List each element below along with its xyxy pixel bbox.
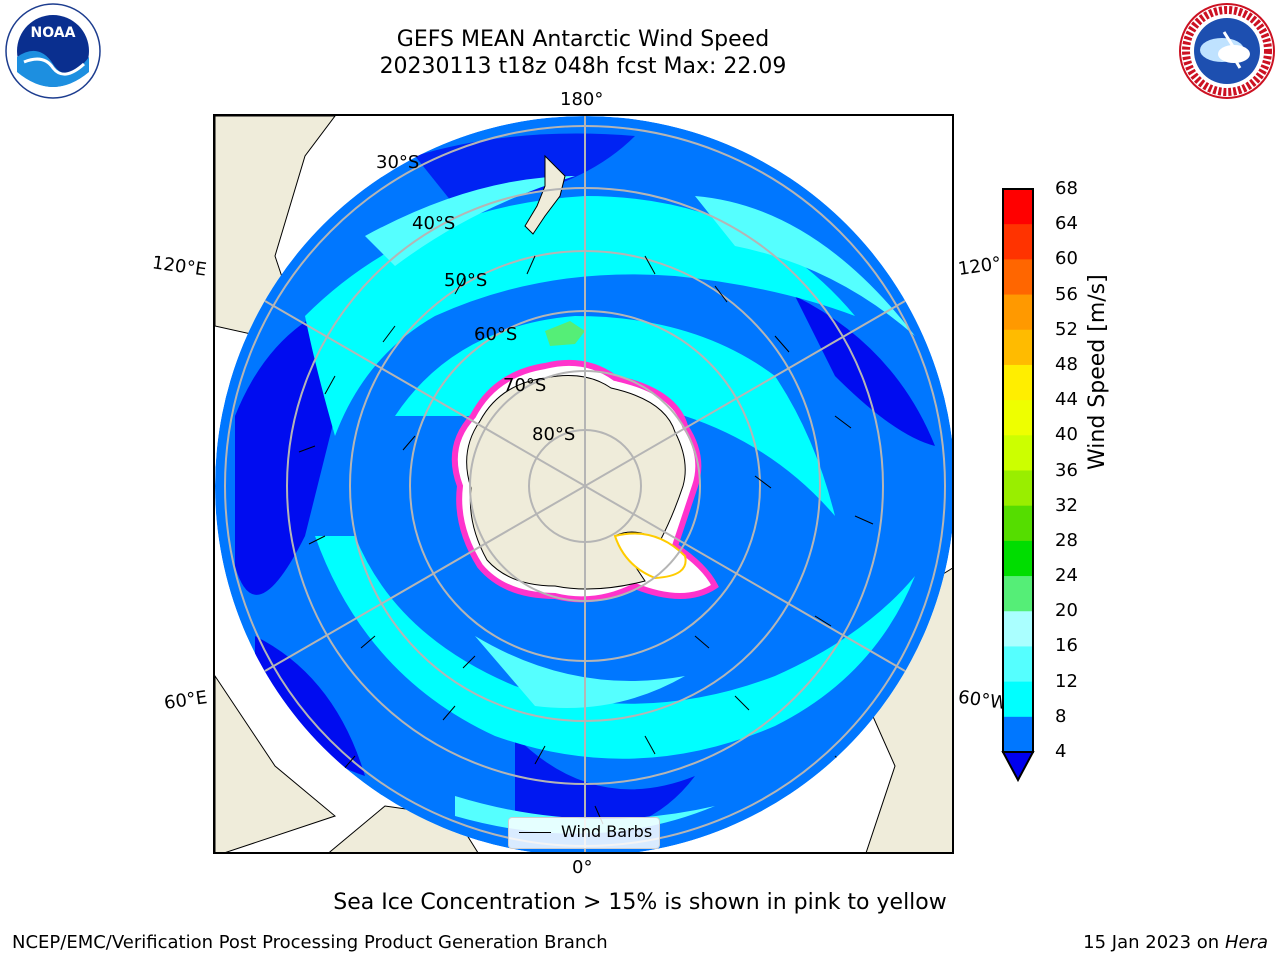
footer-date: 15 Jan 2023 on Hera	[1083, 932, 1268, 953]
colorbar-segment	[1003, 681, 1033, 718]
africa-landmass	[215, 675, 337, 852]
colorbar-segment	[1003, 364, 1033, 401]
colorbar-segment	[1003, 435, 1033, 471]
nws-logo	[1178, 2, 1276, 100]
map-subtitle: 20230113 t18z 048h fcst Max: 22.09	[379, 54, 787, 79]
colorbar-segment	[1003, 259, 1033, 296]
colorbar-segment	[1003, 576, 1033, 612]
colorbar-tick-label: 64	[1055, 213, 1078, 235]
colorbar-tick-label: 44	[1055, 389, 1078, 411]
colorbar-tick-label: 36	[1055, 459, 1078, 481]
wind-barbs	[298, 255, 874, 825]
lat-label-50s: 50°S	[444, 270, 488, 291]
colorbar-segment	[1003, 716, 1033, 753]
colorbar-tick-label: 52	[1055, 318, 1078, 340]
colorbar-tick-label: 8	[1055, 705, 1067, 727]
colorbar-segment	[1003, 294, 1033, 331]
australia-landmass	[215, 116, 336, 347]
footer-date-text: 15 Jan 2023 on	[1083, 932, 1220, 953]
lon-label-0: 0°	[572, 857, 593, 878]
colorbar-tick-label: 48	[1055, 353, 1078, 375]
sea-ice-note: Sea Ice Concentration > 15% is shown in …	[333, 890, 947, 915]
lat-label-30s: 30°S	[376, 152, 420, 173]
colorbar-tick-label: 12	[1055, 670, 1078, 692]
lon-label-180: 180°	[560, 89, 604, 110]
legend-label: Wind Barbs	[561, 822, 653, 841]
polar-stereographic-map	[213, 114, 954, 854]
colorbar-tick-label: 68	[1055, 178, 1078, 199]
colorbar-tick-label: 40	[1055, 424, 1078, 446]
colorbar	[1001, 188, 1035, 783]
colorbar-segment	[1003, 189, 1033, 225]
footer-host: Hera	[1224, 932, 1268, 953]
colorbar-segment	[1003, 646, 1033, 683]
colorbar-tick-label: 28	[1055, 529, 1078, 551]
lat-label-70s: 70°S	[503, 375, 547, 396]
colorbar-segment	[1003, 400, 1033, 436]
map-canvas	[215, 116, 952, 852]
lat-label-60s: 60°S	[474, 324, 518, 345]
noaa-logo-text: NOAA	[31, 25, 76, 41]
legend-line-icon	[519, 832, 551, 833]
footer-credit: NCEP/EMC/Verification Post Processing Pr…	[12, 932, 608, 953]
wind-barbs-legend: Wind Barbs	[508, 817, 660, 849]
lon-label-60e: 60°E	[162, 687, 209, 714]
colorbar-segment	[1003, 611, 1033, 647]
new-zealand-landmass	[524, 154, 566, 235]
colorbar-tick-label: 20	[1055, 600, 1078, 622]
colorbar-segment	[1003, 505, 1033, 542]
colorbar-tick-label: 60	[1055, 248, 1078, 270]
colorbar-segment	[1003, 329, 1033, 366]
colorbar-label: Wind Speed [m/s]	[1085, 274, 1110, 470]
lon-label-120w: 120°	[956, 253, 1003, 280]
colorbar-tick-label: 24	[1055, 565, 1078, 587]
noaa-logo: NOAA	[4, 2, 102, 100]
colorbar-segment	[1003, 540, 1033, 577]
map-title: GEFS MEAN Antarctic Wind Speed	[396, 27, 770, 52]
colorbar-tick-label: 56	[1055, 283, 1078, 305]
lat-label-40s: 40°S	[412, 213, 456, 234]
colorbar-extend-arrow	[1001, 751, 1035, 783]
colorbar-tick-label: 16	[1055, 635, 1078, 657]
colorbar-tick-label: 4	[1055, 741, 1067, 762]
antarctica-landmass	[466, 375, 686, 590]
colorbar-segment	[1003, 224, 1033, 260]
lon-label-120e: 120°E	[150, 252, 208, 281]
lat-label-80s: 80°S	[532, 424, 576, 445]
colorbar-tick-label: 32	[1055, 494, 1078, 516]
colorbar-segment	[1003, 470, 1033, 507]
